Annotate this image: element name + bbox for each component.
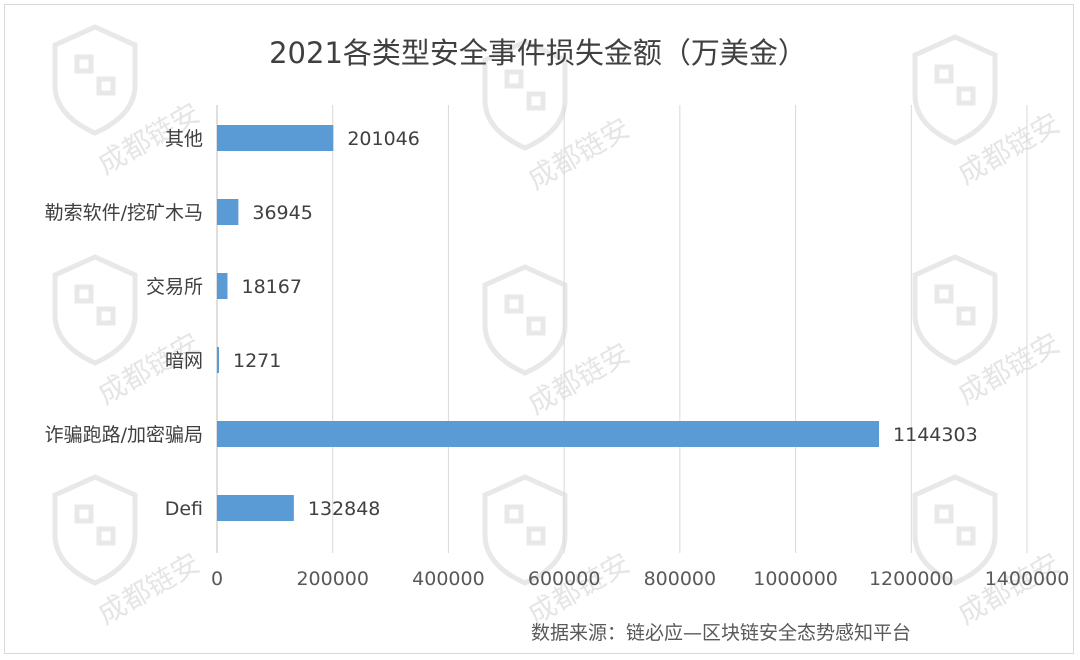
watermark-shield-icon	[96, 76, 116, 96]
watermark-shield-icon	[96, 306, 116, 326]
x-tick-label: 1400000	[985, 568, 1070, 590]
category-label: 交易所	[146, 276, 203, 298]
bars	[217, 125, 880, 521]
watermark-shield-icon	[912, 474, 998, 586]
bar	[217, 125, 334, 151]
watermark-shield-icon	[482, 474, 568, 586]
watermark: 成都链安	[482, 474, 636, 631]
watermark-shield-icon	[934, 504, 954, 524]
gridlines	[216, 105, 1028, 553]
x-tick-label: 400000	[412, 568, 485, 590]
x-tick-labels: 0 200000 400000 600000 800000 1000000 1200000 1…	[211, 568, 1069, 590]
bar	[217, 421, 880, 447]
data-label: 18167	[242, 276, 302, 298]
watermark-text: 成都链安	[952, 326, 1066, 411]
watermark-shield-icon	[96, 526, 116, 546]
watermark-shield-icon	[526, 316, 546, 336]
watermark: 成都链安	[912, 34, 1066, 191]
category-label: 暗网	[165, 350, 203, 372]
watermark-shield-icon	[526, 91, 546, 111]
watermark-shield-icon	[956, 526, 976, 546]
bar	[217, 495, 294, 521]
watermark-shield-icon	[52, 474, 138, 586]
category-label: 勒索软件/挖矿木马	[45, 202, 203, 224]
x-tick-label: 200000	[296, 568, 369, 590]
watermark-text: 成都链安	[522, 111, 636, 196]
watermark-shield-icon	[74, 284, 94, 304]
watermark-shield-icon	[482, 39, 568, 151]
watermark-shield-icon	[52, 254, 138, 366]
watermark-shield-icon	[912, 254, 998, 366]
watermark-shield-icon	[956, 306, 976, 326]
category-label: 诈骗跑路/加密骗局	[45, 424, 203, 446]
watermark-text: 成都链安	[92, 546, 206, 631]
x-tick-label: 0	[211, 568, 223, 590]
watermark-shield-icon	[52, 24, 138, 136]
watermark-text: 成都链安	[522, 336, 636, 421]
watermark-shield-icon	[74, 504, 94, 524]
watermark-shield-icon	[74, 54, 94, 74]
watermark-shield-icon	[504, 294, 524, 314]
watermark: 成都链安	[482, 264, 636, 421]
data-label: 201046	[347, 128, 420, 150]
data-label: 1271	[233, 350, 281, 372]
x-tick-label: 800000	[644, 568, 717, 590]
bar	[217, 199, 239, 225]
watermark-shield-icon	[504, 504, 524, 524]
watermark-shield-icon	[934, 284, 954, 304]
watermark: 成都链安	[912, 254, 1066, 411]
data-labels: 201046 36945 18167 1271 1144303 132848	[233, 128, 978, 520]
data-label: 132848	[308, 498, 381, 520]
watermark-shield-icon	[504, 69, 524, 89]
data-label: 36945	[252, 202, 312, 224]
data-label: 1144303	[893, 424, 978, 446]
watermark: 成都链安	[52, 24, 206, 181]
watermark-shield-icon	[934, 64, 954, 84]
bar	[217, 347, 219, 373]
watermark-shield-icon	[526, 526, 546, 546]
chart-title: 2021各类型安全事件损失金额（万美金）	[269, 36, 807, 70]
watermark-text: 成都链安	[952, 106, 1066, 191]
chart-frame: 成都链安 成都链安 成都链安 成都链安 成都链安 成都链安 成都链安 成都链安 成都链安 201…	[4, 4, 1074, 654]
bar	[217, 273, 228, 299]
x-tick-label: 1200000	[869, 568, 954, 590]
watermark: 成都链安	[912, 474, 1066, 631]
watermark-shield-icon	[912, 34, 998, 146]
x-tick-label: 600000	[528, 568, 601, 590]
source-note: 数据来源：链必应—区块链安全态势感知平台	[531, 622, 911, 644]
x-tick-label: 1000000	[753, 568, 838, 590]
category-label: 其他	[165, 128, 203, 150]
watermark-shield-icon	[482, 264, 568, 376]
watermark-shield-icon	[956, 86, 976, 106]
category-label: Defi	[165, 498, 203, 520]
